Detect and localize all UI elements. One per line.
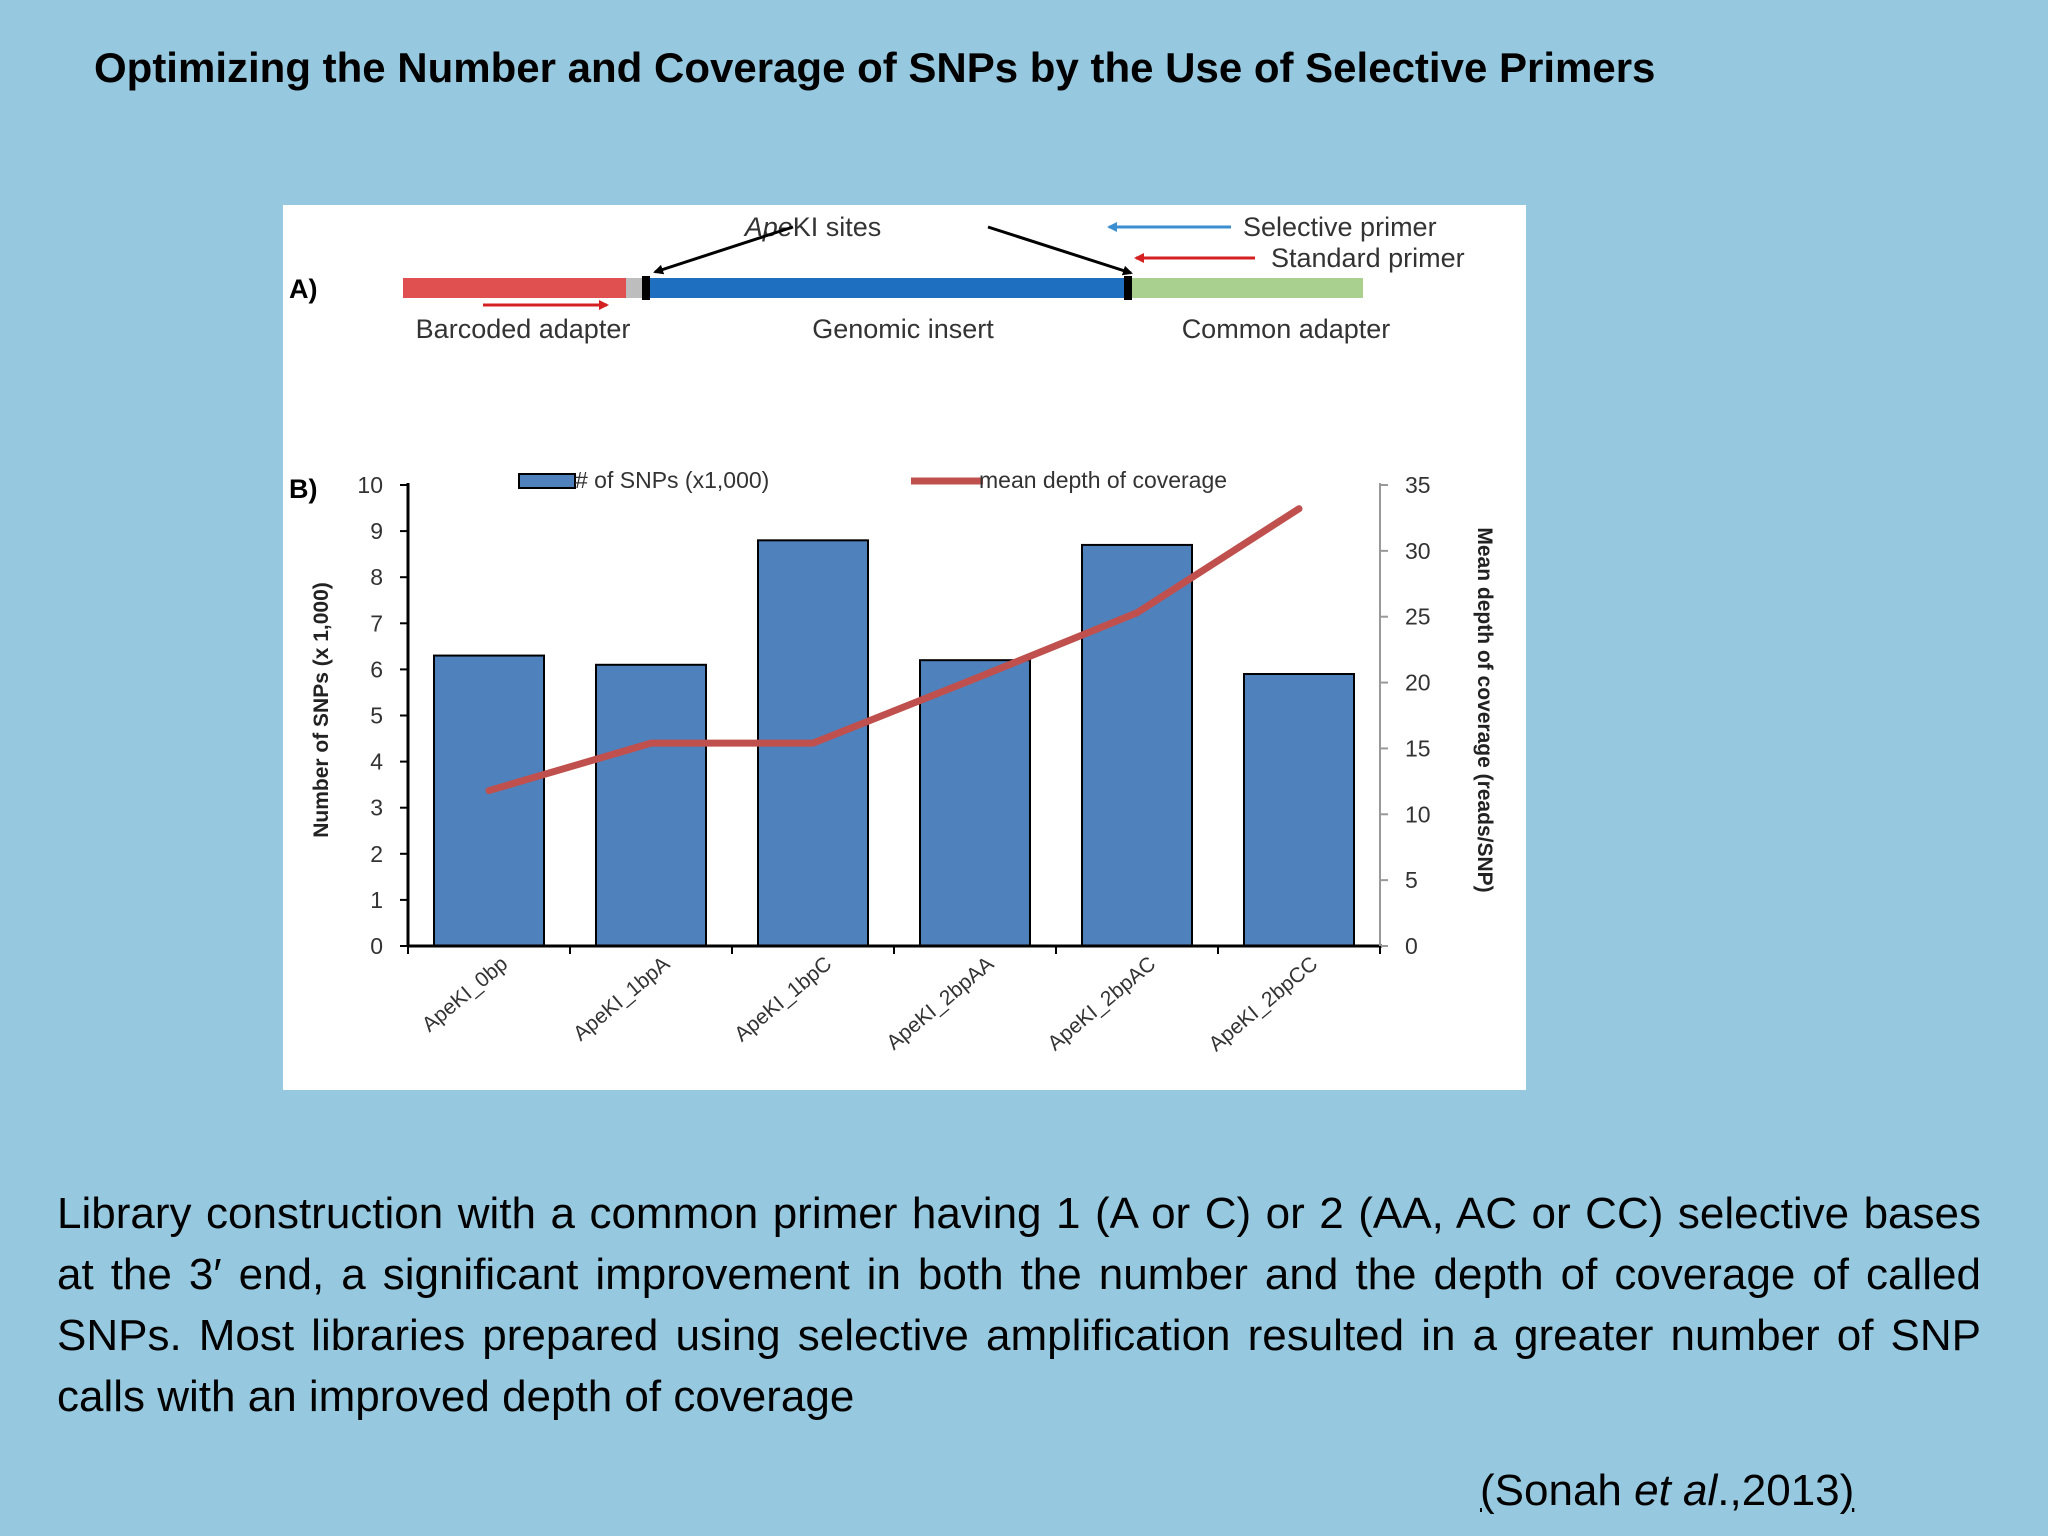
figure-panel: A) ApeKI sites Selective primer Standard… <box>283 205 1526 1090</box>
coverage-point-ApeKI_2bpCC <box>1298 507 1300 510</box>
bar-ApeKI_0bp <box>433 654 545 947</box>
slide-title: Optimizing the Number and Coverage of SN… <box>94 44 1656 91</box>
x-tick-label: ApeKI_1bpC <box>730 952 836 1046</box>
apeki-site-marker-left <box>642 276 650 300</box>
coverage-point-ApeKI_2bpAA <box>974 677 976 680</box>
coverage-point-ApeKI_1bpA <box>650 742 652 745</box>
y2-tick-label: 25 <box>1405 604 1431 630</box>
coverage-line <box>485 505 1303 795</box>
apeki-site-marker-right <box>1124 276 1132 300</box>
panel-b-chart: B) # of SNPs (x1,000) mean depth of cove… <box>289 467 1496 1056</box>
coverage-point-ApeKI_2bpAC <box>1136 611 1138 614</box>
y-tick-label: 6 <box>370 656 383 682</box>
coverage-point-ApeKI_1bpC <box>812 742 814 745</box>
citation-etal: et al <box>1634 1466 1718 1515</box>
legend-swatch-snps <box>518 473 576 489</box>
y-tick-label: 8 <box>370 564 383 590</box>
chart-legend: # of SNPs (x1,000) mean depth of coverag… <box>518 467 1227 493</box>
genomic-insert-label: Genomic insert <box>812 314 994 344</box>
y-tick-label: 10 <box>357 472 383 498</box>
x-tick-label: ApeKI_2bpAC <box>1043 952 1160 1055</box>
coverage-point-ApeKI_0bp <box>488 789 490 792</box>
citation: (Sonah et al.,2013) <box>1480 1466 1854 1516</box>
y-tick-label: 9 <box>370 518 383 544</box>
body-text: Library construction with a common prime… <box>57 1189 1981 1421</box>
bar-ApeKI_1bpA <box>595 663 707 947</box>
apeki-arrow-left <box>653 225 794 275</box>
y2-tick-label: 30 <box>1405 538 1431 564</box>
y2-tick-label: 5 <box>1405 867 1418 893</box>
bar-ApeKI_2bpAC <box>1081 543 1193 947</box>
apeki-sites-label: ApeKI sites <box>743 212 882 242</box>
y-tick-label: 7 <box>370 610 383 636</box>
selective-primer-label: Selective primer <box>1243 212 1437 242</box>
y2-tick-label: 20 <box>1405 670 1431 696</box>
standard-primer-label: Standard primer <box>1271 243 1465 273</box>
y2-tick-label: 10 <box>1405 801 1431 827</box>
barcoded-adapter-bar <box>403 278 633 298</box>
apeki-arrow-right <box>987 225 1133 276</box>
x-tick-label: ApeKI_0bp <box>418 952 512 1036</box>
y-axis-title: Number of SNPs (x 1,000) <box>310 582 333 838</box>
genomic-insert-bar <box>650 278 1128 298</box>
y-tick-label: 2 <box>370 841 383 867</box>
plot-area: 0 1 2 3 4 5 6 7 8 9 10 0 5 10 15 20 25 30 35 ApeKI_0bp ApeKI… <box>357 472 1430 1056</box>
figure-svg: A) ApeKI sites Selective primer Standard… <box>289 212 1496 1056</box>
barcoded-adapter-label: Barcoded adapter <box>416 314 631 344</box>
y-tick-label: 5 <box>370 703 383 729</box>
y2-tick-label: 0 <box>1405 933 1418 959</box>
legend-label-snps: # of SNPs (x1,000) <box>575 467 769 493</box>
adapter-spacer <box>626 278 642 298</box>
citation-close: ) <box>1839 1466 1855 1515</box>
y2-axis-title: Mean depth of coverage (reads/SNP) <box>1473 527 1496 892</box>
x-tick-label: ApeKI_2bpAA <box>882 952 998 1054</box>
y-tick-label: 4 <box>370 749 383 775</box>
citation-rest: .,2013 <box>1717 1466 1840 1515</box>
legend-label-coverage: mean depth of coverage <box>979 467 1227 493</box>
panel-a-label: A) <box>289 274 318 304</box>
panel-a: A) ApeKI sites Selective primer Standard… <box>289 212 1465 344</box>
y-tick-label: 1 <box>370 887 383 913</box>
citation-open: ( <box>1480 1466 1495 1515</box>
x-tick-label: ApeKI_2bpCC <box>1205 952 1323 1056</box>
common-adapter-bar <box>1128 278 1363 298</box>
common-adapter-label: Common adapter <box>1182 314 1391 344</box>
bar-ApeKI_2bpCC <box>1243 673 1355 947</box>
panel-b-label: B) <box>289 474 318 504</box>
bar-ApeKI_2bpAA <box>919 659 1031 947</box>
y2-tick-label: 15 <box>1405 735 1431 761</box>
x-tick-label: ApeKI_1bpA <box>569 952 674 1045</box>
y-tick-label: 3 <box>370 795 383 821</box>
y-tick-label: 0 <box>370 933 383 959</box>
citation-author: Sonah <box>1494 1466 1635 1515</box>
y2-tick-label: 35 <box>1405 472 1431 498</box>
